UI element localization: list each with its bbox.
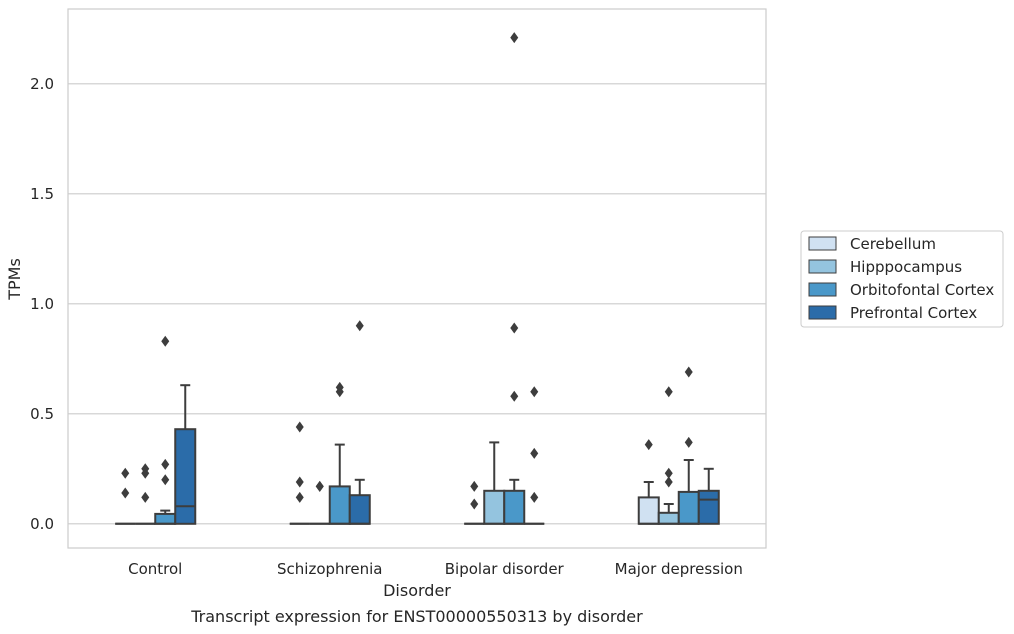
legend: Cerebellum Hipppocampus Orbitofontal Corte…: [800, 230, 1004, 328]
legend-entry: Cerebellum: [850, 235, 936, 253]
box-group: [524, 386, 545, 525]
box: [348, 494, 371, 525]
box-group: [503, 32, 526, 525]
outlier-point: [315, 480, 324, 492]
box: [483, 489, 506, 525]
chart-caption: Transcript expression for ENST0000055031…: [190, 607, 643, 626]
legend-swatch: [808, 282, 837, 297]
y-tick-label: 1.5: [30, 185, 54, 203]
legend-entry: Orbitofontal Cortex: [850, 281, 994, 299]
y-tick-label: 0.5: [30, 405, 54, 423]
legend-swatch: [808, 236, 837, 251]
box: [637, 496, 660, 525]
y-tick-label: 0.0: [30, 515, 54, 533]
outlier-point: [295, 491, 304, 503]
box-group: [328, 381, 351, 525]
outlier-point: [161, 335, 170, 347]
x-tick-labels: Control Schizophrenia Bipolar disorder Majo…: [128, 560, 743, 578]
box-group: [154, 335, 177, 525]
outlier-point: [161, 474, 170, 486]
outlier-point: [121, 487, 130, 499]
outlier-point: [644, 439, 653, 451]
x-tick-label: Schizophrenia: [277, 560, 382, 578]
outlier-point: [664, 476, 673, 488]
outlier-point: [510, 390, 519, 402]
outlier-point: [470, 480, 479, 492]
box-group: [174, 384, 197, 525]
outlier-point: [161, 458, 170, 470]
box-group: [464, 480, 485, 525]
plot-frame: [67, 8, 767, 549]
outlier-point: [295, 476, 304, 488]
legend-frame: [800, 230, 1004, 328]
x-axis-label: Disorder: [383, 581, 451, 600]
box-group: [135, 463, 156, 525]
x-tick-label: Major depression: [615, 560, 743, 578]
legend-swatch: [808, 259, 837, 274]
box-group: [483, 441, 506, 525]
outlier-point: [141, 491, 150, 503]
box-group: [289, 421, 310, 525]
y-tick-labels: 0.0 0.5 1.0 1.5 2.0: [30, 75, 54, 533]
box-group: [677, 366, 700, 525]
outlier-point: [510, 32, 519, 44]
box: [503, 489, 526, 525]
outlier-point: [335, 386, 344, 398]
box-group: [637, 439, 660, 525]
outlier-point: [684, 366, 693, 378]
box-group: [657, 386, 680, 525]
box-group: [697, 467, 720, 525]
outlier-point: [470, 498, 479, 510]
box-marks: [115, 32, 720, 525]
outlier-point: [141, 467, 150, 479]
box: [677, 490, 700, 525]
y-tick-label: 2.0: [30, 75, 54, 93]
legend-swatch: [808, 305, 837, 320]
box: [154, 512, 177, 525]
outlier-point: [664, 386, 673, 398]
x-tick-label: Bipolar disorder: [445, 560, 565, 578]
outlier-point: [664, 467, 673, 479]
x-tick-label: Control: [128, 560, 182, 578]
y-tick-label: 1.0: [30, 295, 54, 313]
outlier-point: [510, 322, 519, 334]
outlier-point: [530, 491, 539, 503]
outlier-point: [530, 447, 539, 459]
legend-entry: Prefrontal Cortex: [850, 304, 977, 322]
outlier-point: [684, 436, 693, 448]
outlier-point: [295, 421, 304, 433]
box-group: [348, 320, 371, 525]
outlier-point: [355, 320, 364, 332]
box: [697, 489, 720, 525]
outlier-point: [121, 467, 130, 479]
y-axis-label: TPMs: [5, 258, 24, 301]
outlier-point: [530, 386, 539, 398]
box-group: [309, 480, 330, 525]
box: [174, 428, 197, 525]
box: [657, 511, 680, 525]
gridlines: [68, 83, 766, 525]
legend-entry: Hipppocampus: [850, 258, 962, 276]
box-group: [115, 467, 136, 525]
box: [328, 485, 351, 525]
